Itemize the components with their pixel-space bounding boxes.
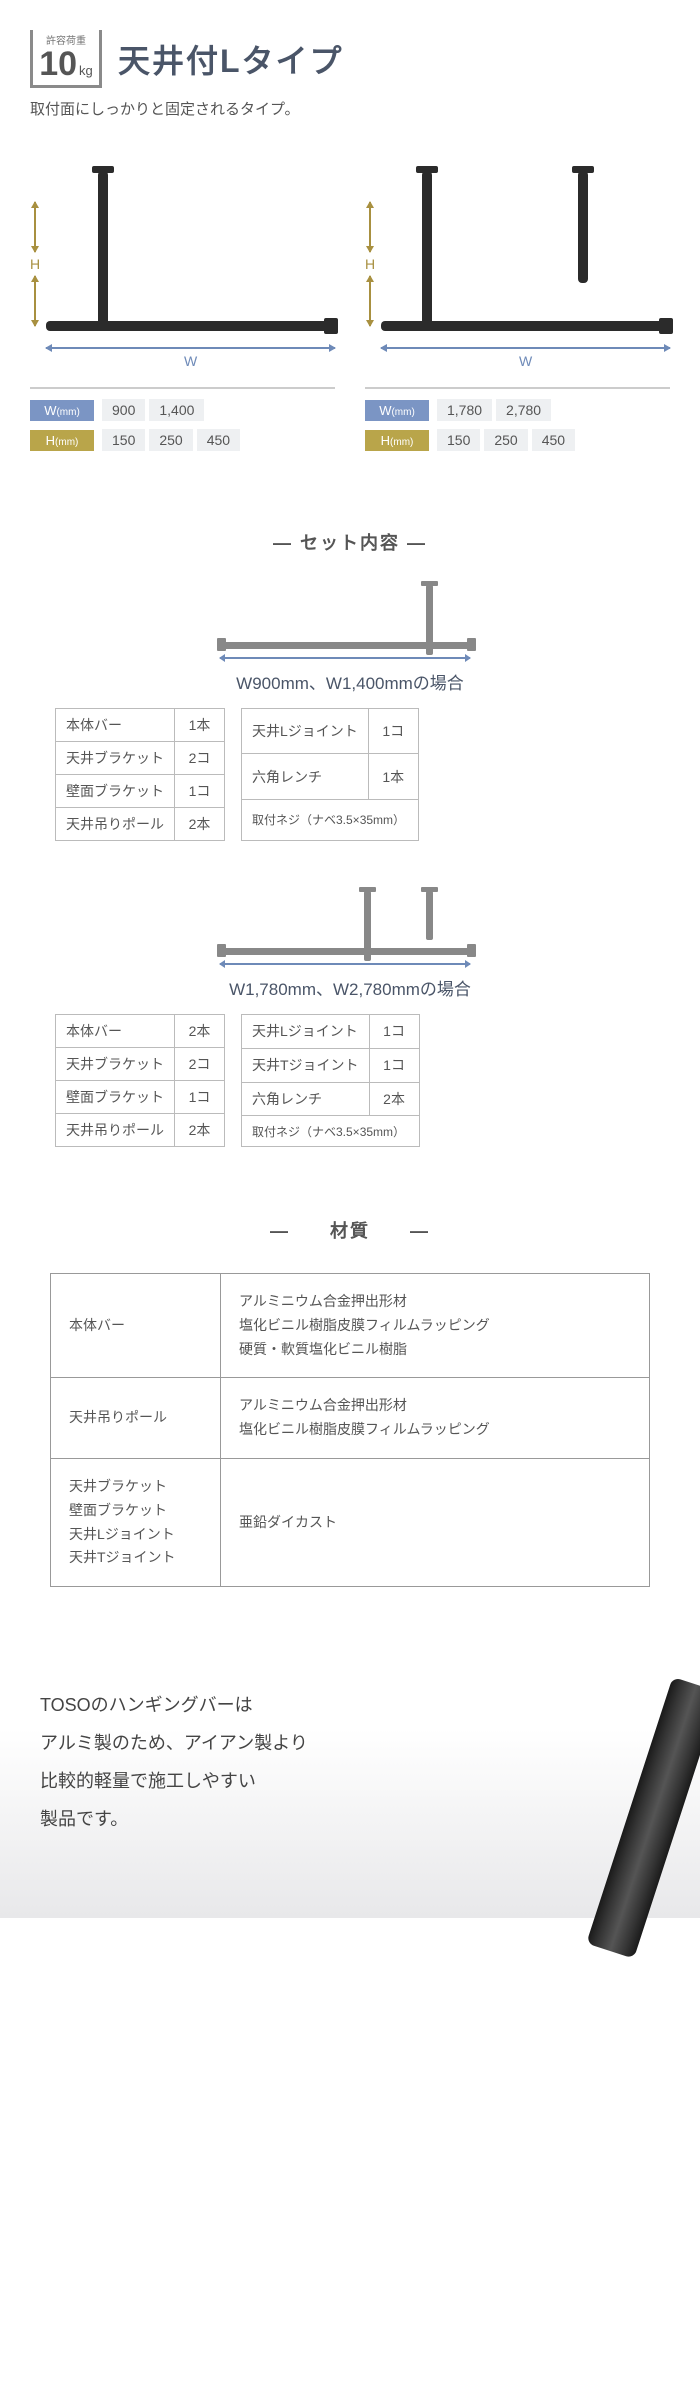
dim-h-letter: H bbox=[365, 256, 375, 272]
config-label: W900mm、W1,400mmの場合 bbox=[0, 669, 700, 694]
material-label: 本体バー bbox=[51, 1274, 221, 1378]
contents-item: 本体バー bbox=[56, 1015, 175, 1048]
contents-qty: 2本 bbox=[175, 808, 225, 841]
dimensions: W(mm) 9001,400 H(mm) 150250450 bbox=[30, 387, 335, 451]
product-row: H W W(mm)9001,400 H(mm)150250450 H bbox=[0, 139, 700, 459]
material-table: 本体バーアルミニウム合金押出形材塩化ビニル樹脂皮膜フィルムラッピング硬質・軟質塩… bbox=[50, 1273, 650, 1587]
subtitle: 取付面にしっかりと固定されるタイプ。 bbox=[0, 98, 700, 139]
dim-value: 250 bbox=[149, 429, 192, 451]
contents-qty: 2コ bbox=[175, 1048, 225, 1081]
contents-qty: 1コ bbox=[175, 1081, 225, 1114]
contents-table-right: 天井Lジョイント1コ天井Tジョイント1コ六角レンチ2本取付ネジ（ナベ3.5×35… bbox=[241, 1014, 420, 1147]
dim-value: 450 bbox=[197, 429, 240, 451]
material-desc: アルミニウム合金押出形材塩化ビニル樹脂皮膜フィルムラッピング bbox=[221, 1378, 650, 1459]
dim-key-w: W(mm) bbox=[365, 400, 429, 421]
contents-qty: 1コ bbox=[369, 1015, 419, 1049]
contents-qty: 2本 bbox=[175, 1015, 225, 1048]
product: H W W(mm) 9001,400 H(mm) 150250450 bbox=[30, 159, 335, 459]
contents-item: 天井ブラケット bbox=[56, 1048, 175, 1081]
footer-text: TOSOのハンギングバーはアルミ製のため、アイアン製より比較的軽量で施工しやすい… bbox=[40, 1687, 308, 1838]
contents-table-right: 天井Lジョイント1コ六角レンチ1本取付ネジ（ナベ3.5×35mm） bbox=[241, 708, 419, 841]
contents-item: 取付ネジ（ナベ3.5×35mm） bbox=[242, 1116, 420, 1147]
dim-value: 1,780 bbox=[437, 399, 492, 421]
dim-value: 250 bbox=[484, 429, 527, 451]
product: H W W(mm) 1,7802,780 H(mm) 150250450 bbox=[365, 159, 670, 459]
load-badge: 許容荷重 10 kg bbox=[30, 30, 102, 88]
contents-qty: 2本 bbox=[175, 1114, 225, 1147]
material-desc: 亜鉛ダイカスト bbox=[221, 1458, 650, 1586]
product-diagram: H W bbox=[30, 159, 335, 369]
config-diagram bbox=[0, 891, 700, 961]
dim-h-letter: H bbox=[30, 256, 40, 272]
page-title: 天井付Lタイプ bbox=[118, 36, 344, 82]
dimensions: W(mm) 1,7802,780 H(mm) 150250450 bbox=[365, 387, 670, 451]
footer-bar-image bbox=[472, 1640, 700, 1974]
contents-qty: 1本 bbox=[368, 754, 418, 799]
contents-item: 本体バー bbox=[56, 709, 175, 742]
load-unit: kg bbox=[79, 63, 93, 78]
contents-table-left: 本体バー1本天井ブラケット2コ壁面ブラケット1コ天井吊りポール2本 bbox=[55, 708, 225, 841]
contents-item: 六角レンチ bbox=[242, 754, 369, 799]
contents-item: 天井Lジョイント bbox=[242, 1015, 370, 1049]
config-label: W1,780mm、W2,780mmの場合 bbox=[0, 975, 700, 1000]
contents-item: 天井吊りポール bbox=[56, 1114, 175, 1147]
contents-item: 取付ネジ（ナベ3.5×35mm） bbox=[242, 799, 419, 840]
contents-item: 壁面ブラケット bbox=[56, 1081, 175, 1114]
contents-qty: 1本 bbox=[175, 709, 225, 742]
contents-item: 壁面ブラケット bbox=[56, 775, 175, 808]
material-label: 天井ブラケット壁面ブラケット天井Lジョイント天井Tジョイント bbox=[51, 1458, 221, 1586]
footer: TOSOのハンギングバーはアルミ製のため、アイアン製より比較的軽量で施工しやすい… bbox=[0, 1647, 700, 1918]
contents-qty: 1コ bbox=[369, 1048, 419, 1082]
contents-qty: 1コ bbox=[368, 709, 418, 754]
material-desc: アルミニウム合金押出形材塩化ビニル樹脂皮膜フィルムラッピング硬質・軟質塩化ビニル… bbox=[221, 1274, 650, 1378]
dim-value: 150 bbox=[102, 429, 145, 451]
contents-item: 天井Lジョイント bbox=[242, 709, 369, 754]
dim-key-h: H(mm) bbox=[30, 430, 94, 451]
config-diagram bbox=[0, 585, 700, 655]
dim-value: 450 bbox=[532, 429, 575, 451]
contents-qty: 2コ bbox=[175, 742, 225, 775]
dim-value: 900 bbox=[102, 399, 145, 421]
contents-item: 六角レンチ bbox=[242, 1082, 370, 1116]
header: 許容荷重 10 kg 天井付Lタイプ bbox=[0, 0, 700, 98]
dim-w-letter: W bbox=[184, 353, 197, 369]
dim-w-letter: W bbox=[519, 353, 532, 369]
contents-item: 天井ブラケット bbox=[56, 742, 175, 775]
dim-key-w: W(mm) bbox=[30, 400, 94, 421]
product-diagram: H W bbox=[365, 159, 670, 369]
contents-item: 天井吊りポール bbox=[56, 808, 175, 841]
material-section-title: ― 材質 ― bbox=[0, 1217, 700, 1243]
contents-qty: 1コ bbox=[175, 775, 225, 808]
material-label: 天井吊りポール bbox=[51, 1378, 221, 1459]
contents-tables: 本体バー1本天井ブラケット2コ壁面ブラケット1コ天井吊りポール2本 天井Lジョイ… bbox=[0, 708, 700, 841]
dim-value: 1,400 bbox=[149, 399, 204, 421]
dim-value: 2,780 bbox=[496, 399, 551, 421]
contents-item: 天井Tジョイント bbox=[242, 1048, 370, 1082]
contents-table-left: 本体バー2本天井ブラケット2コ壁面ブラケット1コ天井吊りポール2本 bbox=[55, 1014, 225, 1147]
dim-key-h: H(mm) bbox=[365, 430, 429, 451]
contents-section-title: ― セット内容 ― bbox=[0, 529, 700, 555]
contents-tables: 本体バー2本天井ブラケット2コ壁面ブラケット1コ天井吊りポール2本 天井Lジョイ… bbox=[0, 1014, 700, 1147]
dim-value: 150 bbox=[437, 429, 480, 451]
load-value: 10 bbox=[39, 47, 77, 81]
contents-qty: 2本 bbox=[369, 1082, 419, 1116]
